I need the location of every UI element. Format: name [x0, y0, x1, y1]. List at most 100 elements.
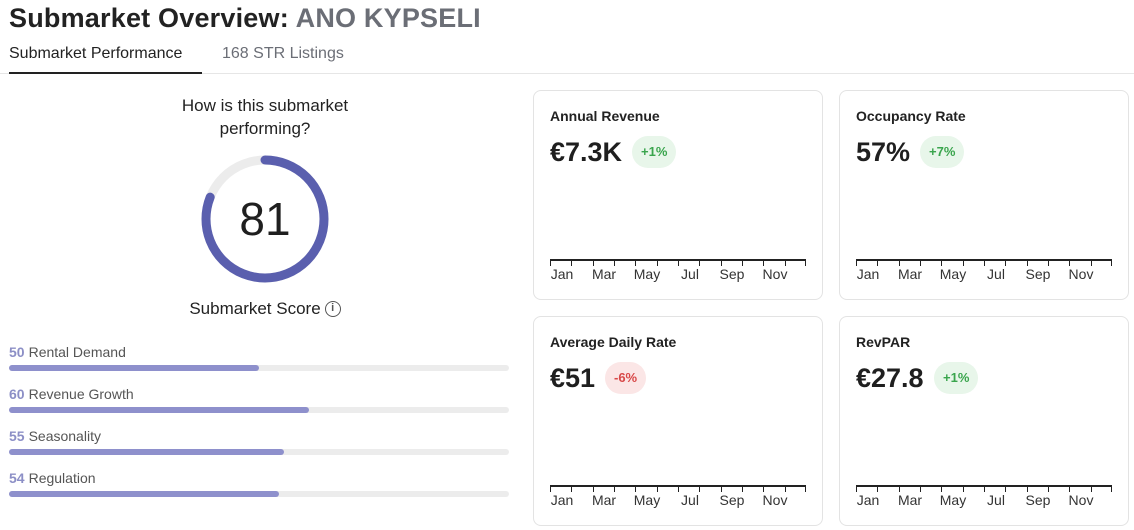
score-label: Submarket Score i [160, 299, 370, 319]
axis-tick [963, 486, 964, 492]
card-annual-revenue: Annual Revenue €7.3K +1% Jan Mar May Jul… [533, 90, 823, 300]
chart-ticks [856, 486, 1112, 494]
month-label: Sep [1025, 266, 1051, 282]
axis-tick [1027, 486, 1028, 492]
axis-tick [721, 486, 722, 492]
axis-tick [678, 260, 679, 266]
axis-tick [699, 260, 700, 266]
card-title: Occupancy Rate [856, 108, 966, 124]
metric-bar [9, 365, 259, 371]
tab-submarket-performance[interactable]: Submarket Performance [9, 44, 202, 74]
month-label: Nov [1068, 492, 1094, 508]
card-value: 57% [856, 137, 911, 167]
score-gauge [201, 155, 329, 283]
metric-track [9, 449, 509, 455]
metric-bar [9, 449, 284, 455]
metric-rental-demand: 50 Rental Demand [9, 343, 509, 377]
axis-tick [1111, 260, 1112, 266]
axis-tick [785, 486, 786, 492]
tab-str-listings[interactable]: 168 STR Listings [222, 45, 344, 62]
axis-tick [785, 260, 786, 266]
score-label-text: Submarket Score [189, 299, 321, 318]
card-title: RevPAR [856, 334, 911, 350]
month-label: Nov [1068, 266, 1094, 282]
axis-tick [1091, 260, 1092, 266]
gauge-arc [201, 155, 329, 283]
tab-bar: Submarket Performance 168 STR Listings [0, 44, 1134, 74]
month-label: Jan [550, 492, 574, 508]
metric-value: 55 [9, 428, 25, 444]
axis-tick [571, 486, 572, 492]
axis-tick [763, 486, 764, 492]
axis-tick [699, 486, 700, 492]
axis-tick [593, 260, 594, 266]
card-value: €27.8 [856, 363, 924, 393]
axis-tick [593, 486, 594, 492]
metric-label: Revenue Growth [28, 386, 134, 402]
axis-tick [856, 260, 857, 266]
score-question: How is this submarket performing? [181, 96, 349, 138]
month-label: Mar [897, 266, 923, 282]
axis-tick [1069, 260, 1070, 266]
month-label: Mar [897, 492, 923, 508]
month-label: Nov [762, 266, 788, 282]
metric-track [9, 407, 509, 413]
axis-tick [742, 486, 743, 492]
axis-tick [657, 486, 658, 492]
axis-tick [899, 260, 900, 266]
month-label: May [633, 492, 661, 508]
month-label: Jul [987, 266, 1005, 282]
axis-tick [550, 260, 551, 266]
metric-bar [9, 407, 309, 413]
month-label: Jul [681, 266, 699, 282]
chart-ticks [550, 260, 806, 268]
month-label: Sep [719, 266, 745, 282]
axis-tick [1005, 260, 1006, 266]
axis-tick [856, 486, 857, 492]
axis-tick [550, 486, 551, 492]
month-label: Jan [550, 266, 574, 282]
card-revpar: RevPAR €27.8 +1% Jan Mar May Jul Sep Nov [839, 316, 1129, 526]
month-label: Jan [856, 492, 880, 508]
axis-tick [742, 260, 743, 266]
card-average-daily-rate: Average Daily Rate €51 -6% Jan Mar May J… [533, 316, 823, 526]
page-title: Submarket Overview: ANO KYPSELI [9, 3, 481, 34]
metric-track [9, 491, 509, 497]
axis-tick [963, 260, 964, 266]
axis-tick [635, 260, 636, 266]
axis-tick [877, 260, 878, 266]
axis-tick [1048, 260, 1049, 266]
chart-ticks [856, 260, 1112, 268]
metric-value: 50 [9, 344, 25, 360]
axis-tick [920, 486, 921, 492]
month-label: May [939, 266, 967, 282]
axis-tick [614, 260, 615, 266]
chart-ticks [550, 486, 806, 494]
axis-tick [1005, 486, 1006, 492]
info-icon[interactable]: i [324, 300, 341, 317]
metric-revenue-growth: 60 Revenue Growth [9, 385, 509, 419]
month-label: Sep [1025, 492, 1051, 508]
metric-value: 60 [9, 386, 25, 402]
card-title: Annual Revenue [550, 108, 660, 124]
axis-tick [1048, 486, 1049, 492]
month-label: Jul [681, 492, 699, 508]
metric-label: Regulation [28, 470, 96, 486]
month-label: Mar [591, 492, 617, 508]
metric-track [9, 365, 509, 371]
card-value: €51 [550, 363, 596, 393]
metric-seasonality: 55 Seasonality [9, 427, 509, 461]
card-value: €7.3K [550, 137, 623, 167]
axis-tick [805, 486, 806, 492]
axis-tick [614, 486, 615, 492]
change-badge: -6% [605, 362, 647, 394]
axis-tick [877, 486, 878, 492]
metric-regulation: 54 Regulation [9, 469, 509, 503]
axis-tick [1069, 486, 1070, 492]
card-title: Average Daily Rate [550, 334, 677, 350]
axis-tick [984, 260, 985, 266]
axis-tick [721, 260, 722, 266]
axis-tick [920, 260, 921, 266]
month-label: Nov [762, 492, 788, 508]
axis-tick [899, 486, 900, 492]
